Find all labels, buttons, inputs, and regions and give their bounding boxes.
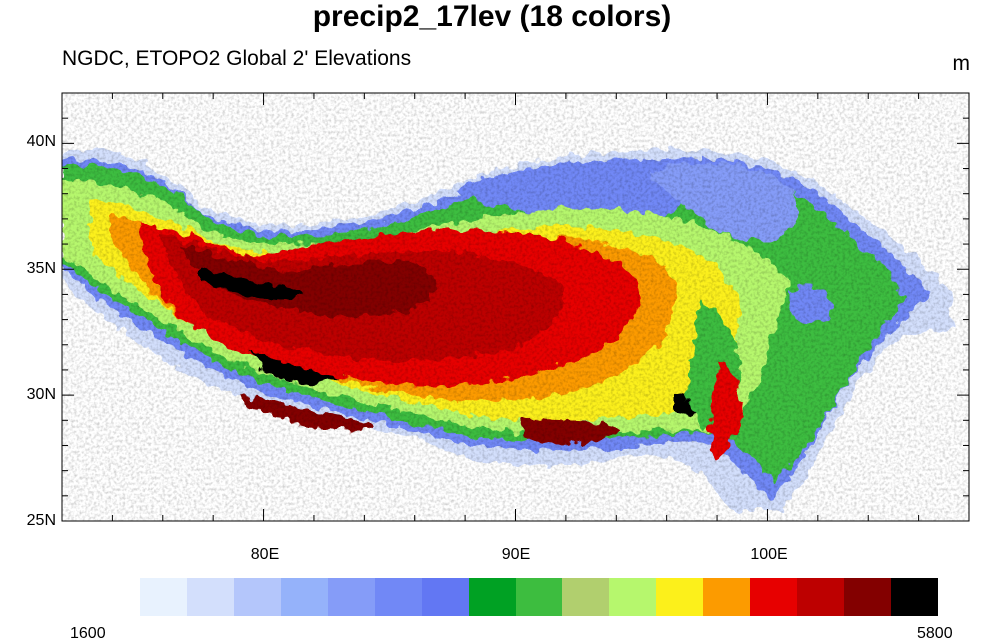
map-subtitle: NGDC, ETOPO2 Global 2' Elevations — [62, 47, 412, 70]
colorbar-swatch — [186, 578, 234, 616]
colorbar-min-label: 1600 — [70, 625, 106, 642]
colorbar-swatch — [421, 578, 469, 616]
colorbar-swatch — [703, 578, 751, 616]
colorbar-max-label: 5800 — [917, 625, 953, 642]
lat-label: 35N — [26, 260, 56, 277]
lon-label: 100E — [750, 546, 788, 563]
colorbar-swatch — [515, 578, 563, 616]
colorbar-swatch — [233, 578, 281, 616]
colorbar-swatch — [609, 578, 657, 616]
lat-label: 25N — [26, 512, 56, 529]
lat-label: 30N — [26, 386, 56, 403]
map-title: precip2_17lev (18 colors) — [312, 0, 672, 33]
map-area — [62, 93, 969, 521]
axis-ticks — [62, 92, 970, 522]
lon-label: 90E — [501, 546, 531, 563]
colorbar-swatch — [468, 578, 516, 616]
colorbar-swatch — [327, 578, 375, 616]
colorbar-swatch — [562, 578, 610, 616]
colorbar-swatch — [140, 578, 187, 616]
colorbar-swatch — [844, 578, 891, 616]
colorbar-swatch — [374, 578, 422, 616]
colorbar — [140, 578, 938, 616]
colorbar-swatch — [750, 578, 798, 616]
lon-label: 80E — [250, 546, 280, 563]
colorbar-swatch — [797, 578, 845, 616]
units-label: m — [952, 52, 971, 75]
colorbar-swatch — [656, 578, 704, 616]
colorbar-swatch — [891, 578, 938, 616]
lat-label: 40N — [26, 133, 56, 150]
colorbar-swatch — [280, 578, 328, 616]
